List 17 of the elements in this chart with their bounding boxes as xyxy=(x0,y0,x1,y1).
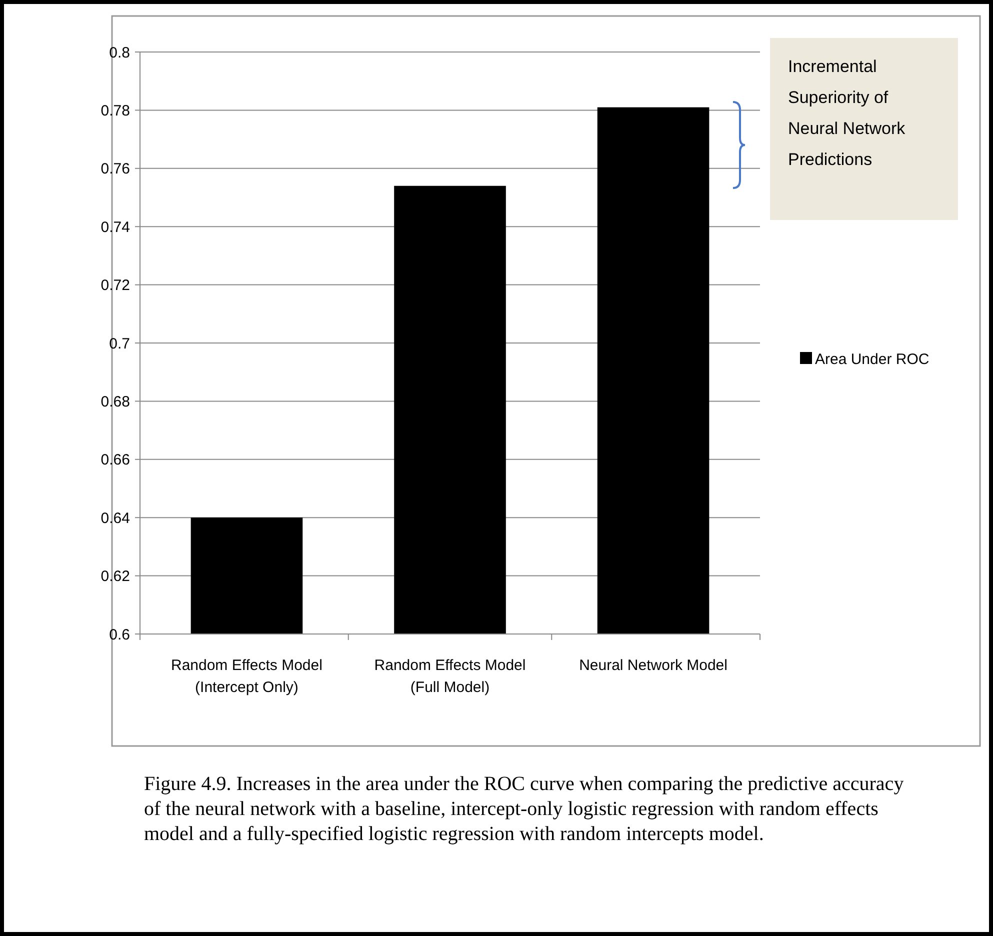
y-tick-label: 0.8 xyxy=(109,44,130,62)
x-tick-label: Random Effects Model (Intercept Only) xyxy=(170,657,322,696)
y-tick-label: 0.78 xyxy=(100,102,130,120)
x-tick-label: Neural Network Model xyxy=(579,657,728,674)
y-tick-label: 0.6 xyxy=(109,626,130,644)
legend-label: Area Under ROC xyxy=(815,351,930,368)
y-tick-label: 0.7 xyxy=(109,335,130,352)
y-tick-label: 0.72 xyxy=(100,277,130,294)
caption: Figure 4.9. Increases in the area under the ROC curve when comparing the predictive accuracy of the neural network with a baseline, intercept-only logistic regression with random effects model and a fully-specified logistic regression with random intercepts model. xyxy=(144,773,904,845)
y-tick-label: 0.68 xyxy=(100,393,130,410)
y-tick-label: 0.62 xyxy=(100,568,130,586)
y-tick-label: 0.76 xyxy=(100,160,130,178)
y-tick-label: 0.66 xyxy=(100,452,130,469)
y-tick-label: 0.74 xyxy=(100,218,130,236)
text: Incremental Superiority of Neural Network Predictions xyxy=(788,57,906,169)
x-tick-label: Random Effects Model (Full Model) xyxy=(374,657,526,696)
y-tick-label: 0.64 xyxy=(100,510,130,527)
